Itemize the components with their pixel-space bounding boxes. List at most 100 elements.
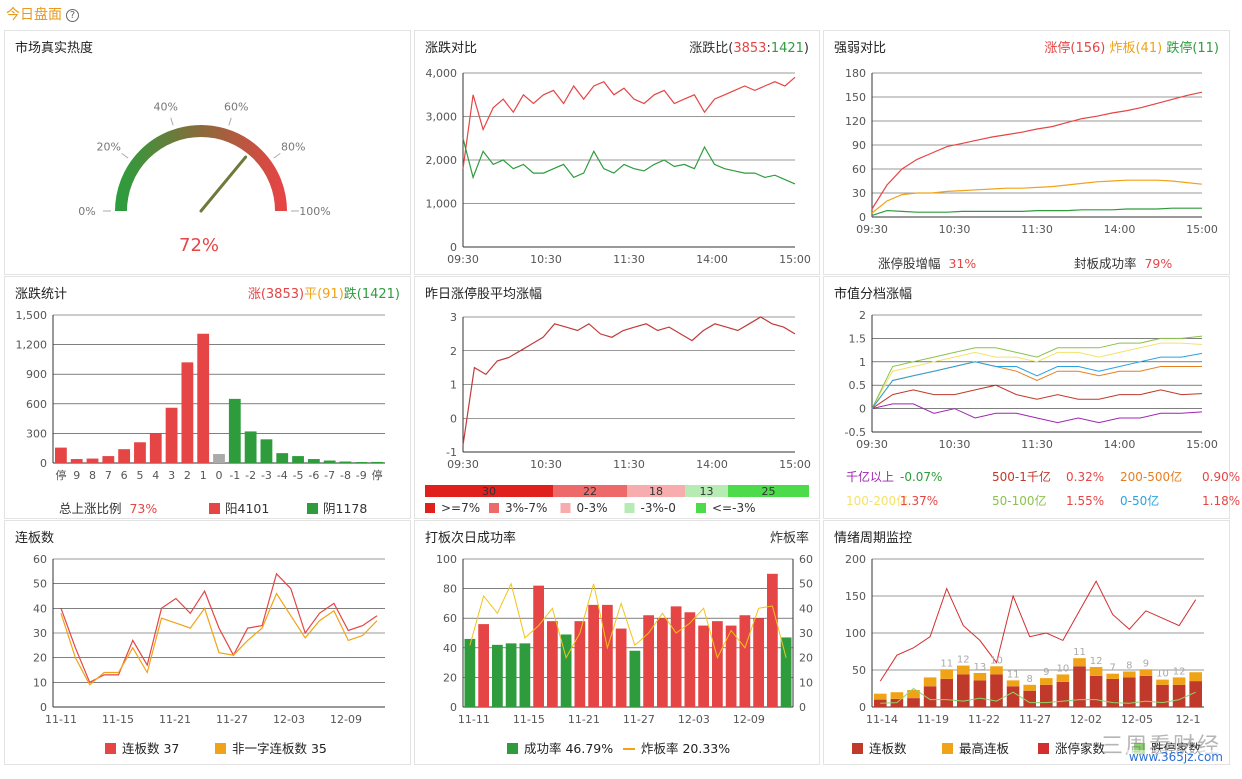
y-tick-label: 50 (33, 578, 47, 591)
legend-value: 1.37% (900, 494, 938, 508)
gauge-tick-label: 0% (78, 205, 95, 218)
x-tick-label: 11-27 (216, 713, 248, 726)
highest-bar (1023, 684, 1036, 691)
x-tick-label: 14:00 (1104, 223, 1136, 236)
x-tick-label: 6 (121, 469, 128, 482)
x-tick-label: 停 (55, 468, 66, 482)
legend-swatch (507, 743, 518, 754)
legend-value: 0.90% (1202, 470, 1240, 484)
y2-tick-label: 0 (799, 701, 806, 714)
highest-bar (1089, 667, 1103, 676)
panel-next-day-success: 打板次日成功率 炸板率 0 20 40 60 80 100 0 10 20 30 40 50 60 11-… (414, 520, 820, 765)
highest-bar (1006, 680, 1020, 687)
x-tick-label: 12-03 (678, 713, 710, 726)
distribution-label: 13 (700, 485, 714, 498)
y2-tick-label: 50 (799, 578, 813, 591)
y2-tick-label: 60 (799, 553, 813, 566)
histogram-bar (292, 456, 304, 463)
panel-updown-stats: 涨跌统计 涨(3853)平(91)跌(1421) 0 300 600 900 1,200… (4, 276, 411, 519)
panel-title: 市场真实热度 (15, 41, 94, 56)
y-tick-label: 1,200 (16, 339, 48, 352)
legend-label: 连板数 (869, 741, 907, 756)
limitup-bar (957, 674, 970, 707)
x-tick-label: -8 (340, 469, 351, 482)
y-tick-label: 60 (852, 163, 866, 176)
distribution-label: 25 (762, 485, 776, 498)
series-line (871, 207, 1202, 216)
legend-label: 连板数 37 (122, 741, 179, 756)
y-tick-label: 0 (859, 211, 866, 224)
x-tick-label: 11-11 (45, 713, 77, 726)
y-tick-label: 40 (33, 602, 47, 615)
success-bar (739, 615, 751, 707)
distribution-segment (627, 485, 685, 497)
yang-count: 阳4101 (209, 498, 269, 517)
y-tick-label: 2,000 (426, 154, 458, 167)
histogram-bar (355, 462, 368, 463)
limitup-bar (907, 698, 920, 707)
y-tick-label: 200 (845, 553, 866, 566)
bar-top-label: 10 (1156, 669, 1169, 680)
success-bar (767, 573, 778, 707)
success-bar (574, 621, 586, 707)
x-tick-label: 4 (152, 469, 159, 482)
legend-label: -3%-0 (641, 501, 676, 515)
success-bar (615, 628, 627, 707)
page-title: 今日盘面? (6, 4, 79, 24)
legend-swatch (1134, 743, 1145, 754)
updown-counts: 涨(3853)平(91)跌(1421) (247, 287, 400, 302)
legend-name: 500-1千亿 (992, 469, 1051, 484)
histogram-bar (197, 333, 210, 463)
legend-swatch (1038, 743, 1049, 754)
success-bar (560, 634, 572, 707)
x-tick-label: 12-03 (273, 713, 305, 726)
y-tick-label: 0 (40, 701, 47, 714)
bar-top-label: 10 (990, 655, 1003, 666)
bar-top-label: 11 (1007, 669, 1020, 680)
y-tick-label: 100 (436, 553, 457, 566)
y-tick-label: 180 (845, 67, 866, 80)
success-bar (780, 637, 792, 707)
y-tick-label: -0.5 (845, 426, 866, 439)
legend-swatch (696, 503, 706, 513)
highest-bar (1073, 658, 1086, 667)
histogram-bar (323, 460, 336, 463)
highest-bar (957, 665, 970, 675)
y-tick-label: 600 (26, 398, 47, 411)
panel-market-cap: 市值分档涨幅 -0.5 0 0.5 1 1.5 2 09:30 10:30 11:30 14:00… (823, 276, 1240, 519)
rate-line (469, 582, 787, 660)
help-icon[interactable]: ? (66, 9, 79, 22)
limitup-bar (923, 686, 937, 707)
yin-count: 阴1178 (307, 498, 367, 517)
limitup-bar (1172, 684, 1186, 707)
y2-tick-label: 40 (799, 602, 813, 615)
legend-value: 1.18% (1202, 494, 1240, 508)
legend-name: 0-50亿 (1120, 493, 1159, 508)
legend-name: 100-200亿 (846, 493, 908, 508)
gauge-arc (115, 125, 287, 212)
success-bar (643, 615, 654, 707)
legend-label: 涨停家数 (1055, 741, 1106, 756)
x-tick-label: 12-05 (1121, 713, 1153, 726)
success-bar (492, 644, 503, 707)
y-tick-label: 0.5 (849, 379, 867, 392)
panel-title: 昨日涨停股平均涨幅 (425, 287, 543, 302)
histogram-bar (134, 442, 146, 463)
gauge-tick (273, 152, 281, 159)
histogram-bar (228, 398, 241, 463)
legend-swatch (560, 503, 571, 513)
success-bar (464, 638, 476, 707)
x-tick-label: 11:30 (613, 458, 645, 471)
limitup-bar (1006, 686, 1020, 707)
series-line (871, 335, 1203, 409)
x-tick-label: -1 (229, 469, 240, 482)
gauge-tick (170, 117, 174, 126)
gauge-tick-label: 100% (299, 205, 330, 218)
x-tick-label: -4 (277, 469, 288, 482)
y-tick-label: 0 (859, 701, 866, 714)
series-line (871, 179, 1203, 214)
x-tick-label: 9 (73, 469, 80, 482)
x-tick-label: -2 (245, 469, 256, 482)
x-tick-label: 11-14 (866, 713, 898, 726)
success-bar (505, 643, 517, 707)
